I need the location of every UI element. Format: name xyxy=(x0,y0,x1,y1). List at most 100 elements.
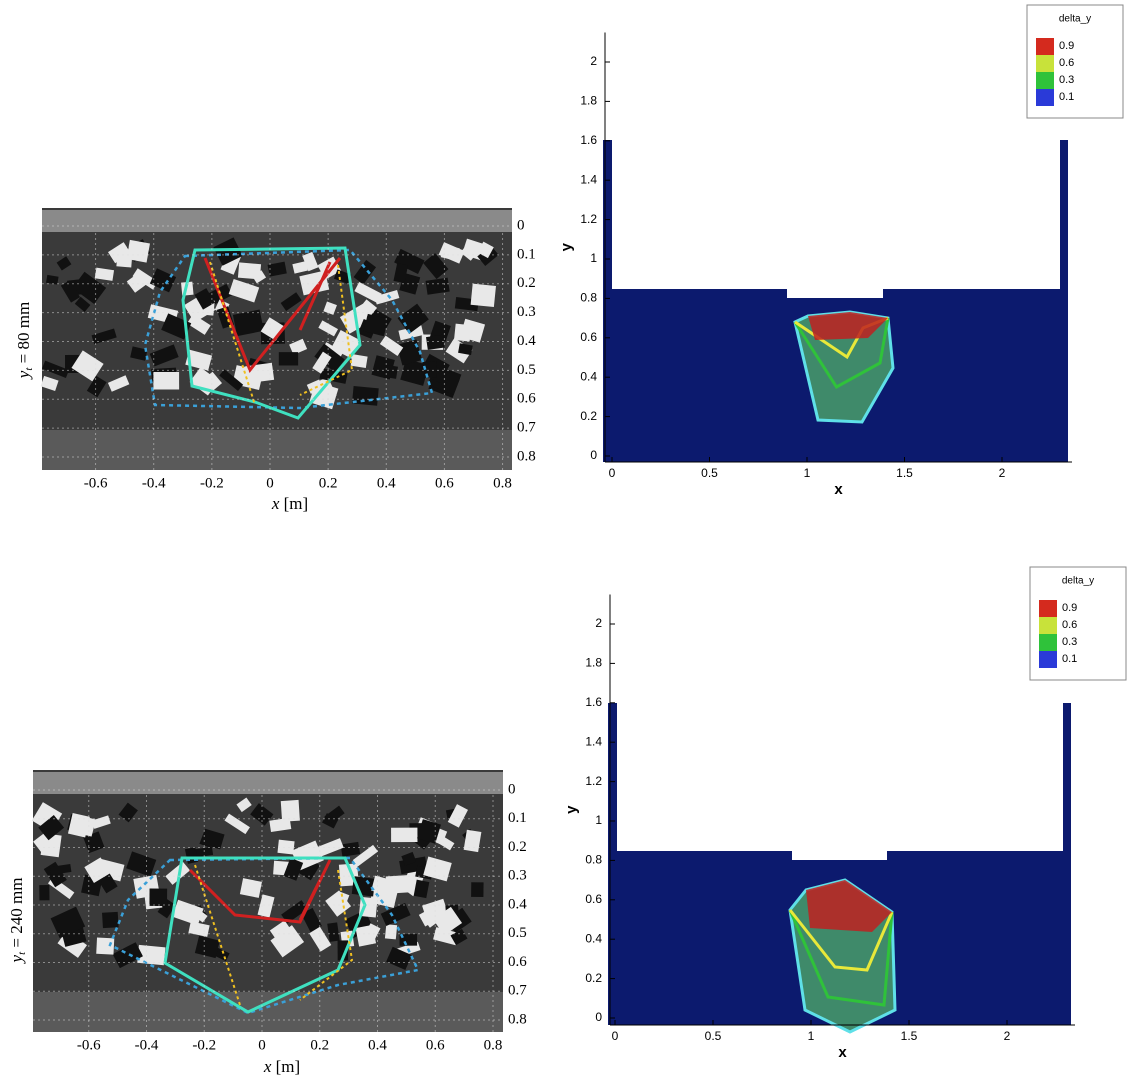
legend-swatch xyxy=(1039,651,1057,668)
x-tick-label: 0.8 xyxy=(493,475,512,491)
yellow-line xyxy=(299,264,354,396)
block xyxy=(49,863,72,875)
block xyxy=(393,263,409,284)
yellow-line xyxy=(209,261,256,406)
block xyxy=(302,251,319,272)
block xyxy=(426,334,445,350)
legend-title: delta_y xyxy=(1059,14,1091,25)
depth-tick-label: 0 xyxy=(517,217,525,233)
y-tick-label: 0.4 xyxy=(580,369,597,383)
block xyxy=(281,900,308,924)
block xyxy=(353,259,377,285)
block xyxy=(340,841,361,857)
x-tick-label: 0.5 xyxy=(705,1029,722,1043)
block xyxy=(126,270,150,293)
block xyxy=(289,338,308,355)
x-tick-label: 0 xyxy=(258,1037,266,1053)
block xyxy=(292,261,308,274)
depth-tick-label: 0.1 xyxy=(517,246,536,262)
x-tick-label: -0.2 xyxy=(200,475,224,491)
block xyxy=(458,343,473,356)
block xyxy=(309,926,332,952)
x-tick-label: 0 xyxy=(266,475,274,491)
legend-swatch xyxy=(1039,634,1057,651)
block xyxy=(447,804,469,828)
block xyxy=(312,351,332,374)
block xyxy=(126,851,157,877)
red-line xyxy=(298,879,322,921)
y-axis-label: y xyxy=(558,242,575,251)
block xyxy=(91,815,111,829)
block xyxy=(327,922,340,942)
block xyxy=(450,928,468,946)
block xyxy=(432,832,455,851)
photo-band xyxy=(33,772,503,794)
depth-tick-label: 0.1 xyxy=(508,810,527,826)
x-tick-label: 0.4 xyxy=(377,475,396,491)
block xyxy=(194,935,220,959)
depth-tick-label: 0.5 xyxy=(517,362,536,378)
block xyxy=(42,360,70,379)
red-line xyxy=(298,261,332,331)
block xyxy=(384,924,398,940)
x-tick-label: 0.4 xyxy=(368,1037,387,1053)
x-tick-label: -0.4 xyxy=(142,475,166,491)
block xyxy=(224,813,250,835)
block xyxy=(394,248,425,274)
block xyxy=(460,245,477,261)
photo-label: yt = 240 mm xyxy=(7,878,28,965)
block xyxy=(60,280,81,303)
block xyxy=(38,814,65,841)
block xyxy=(252,270,267,284)
block xyxy=(149,268,177,293)
depth-tick-label: 0.6 xyxy=(517,391,536,407)
block xyxy=(270,925,305,958)
y-tick-label: 0.4 xyxy=(585,931,602,945)
block xyxy=(413,879,430,899)
x-tick-label: -0.2 xyxy=(192,1037,216,1053)
block xyxy=(130,346,148,361)
y-tick-label: 1.6 xyxy=(580,133,597,147)
depth-tick-label: 0.3 xyxy=(508,868,527,884)
photo-label: yt = 80 mm xyxy=(14,302,35,380)
x-tick-label: -0.4 xyxy=(135,1037,159,1053)
block xyxy=(74,296,91,312)
depth-tick-label: 0.2 xyxy=(508,839,527,855)
y-tick-label: 1.2 xyxy=(580,212,597,226)
block xyxy=(425,277,450,295)
block xyxy=(470,283,496,308)
failure-outline xyxy=(108,856,420,1015)
legend-label: 0.3 xyxy=(1062,636,1077,648)
block xyxy=(383,877,412,896)
block xyxy=(153,371,180,390)
block xyxy=(126,239,150,263)
block xyxy=(219,369,244,392)
depth-tick-label: 0.4 xyxy=(517,333,536,349)
y-tick-label: 1.4 xyxy=(580,172,597,186)
x-tick-label: 0.8 xyxy=(484,1037,503,1053)
legend-swatch xyxy=(1039,600,1057,617)
y-tick-label: 0.8 xyxy=(585,853,602,867)
y-tick-label: 1 xyxy=(590,251,597,265)
legend-swatch xyxy=(1039,617,1057,634)
block xyxy=(301,907,322,932)
yellow-line xyxy=(299,869,354,1001)
y-tick-label: 1.8 xyxy=(580,94,597,108)
contour-09 xyxy=(806,880,892,932)
photo-band xyxy=(33,992,503,1032)
block xyxy=(250,803,274,826)
y-tick-label: 0 xyxy=(590,448,597,462)
block xyxy=(96,937,115,955)
label-rest: = 240 mm xyxy=(7,878,26,952)
depth-tick-label: 0.2 xyxy=(517,275,536,291)
block xyxy=(423,856,452,882)
y-tick-label: 1.4 xyxy=(585,734,602,748)
red-line xyxy=(203,257,342,373)
block xyxy=(438,242,465,264)
block xyxy=(149,888,168,907)
y-tick-label: 0.8 xyxy=(580,291,597,305)
depth-tick-label: 0.4 xyxy=(508,896,527,912)
contour-03 xyxy=(793,317,890,389)
block xyxy=(107,375,130,392)
block xyxy=(98,873,118,894)
